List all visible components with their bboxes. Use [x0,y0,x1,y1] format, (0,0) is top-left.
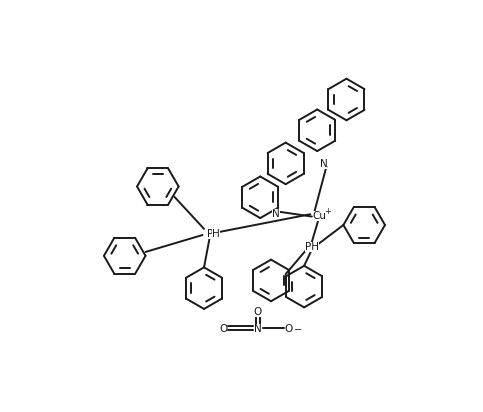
Text: N: N [254,324,262,334]
Text: N: N [272,209,280,219]
Text: O: O [284,324,293,334]
Text: Cu: Cu [313,211,327,221]
Text: +: + [325,207,331,215]
Text: PH: PH [305,242,319,252]
Text: N: N [320,159,327,169]
Text: H: H [213,229,220,239]
Text: O: O [219,324,227,334]
Text: O: O [254,307,262,317]
Text: −: − [294,325,302,335]
Text: P: P [207,229,213,239]
